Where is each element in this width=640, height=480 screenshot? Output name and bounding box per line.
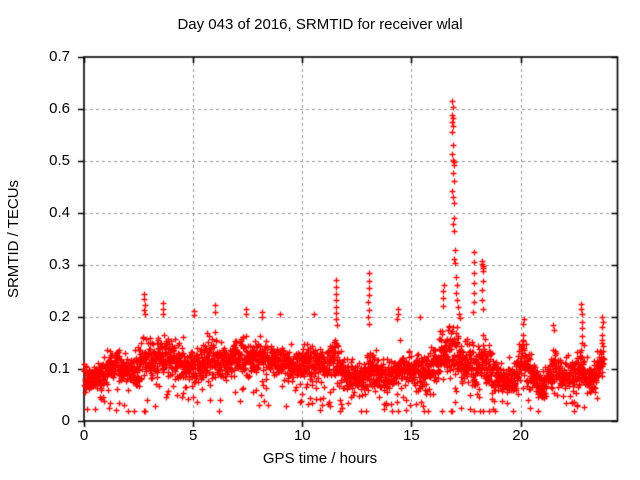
x-tick-label: 0 xyxy=(79,427,89,444)
x-tick-label: 10 xyxy=(293,427,311,444)
x-tick-label: 20 xyxy=(512,427,529,444)
y-tick-label: 0.3 xyxy=(49,256,70,273)
x-tick-label: 5 xyxy=(188,427,198,444)
y-tick-label: 0.6 xyxy=(49,100,70,117)
y-tick-label: 0.7 xyxy=(49,48,70,65)
x-axis-title: GPS time / hours xyxy=(262,450,378,467)
y-tick-label: 0.1 xyxy=(49,360,70,377)
y-tick-label: 0.5 xyxy=(49,152,70,169)
y-tick-label: 0.2 xyxy=(49,308,70,325)
x-tick-label: 15 xyxy=(403,427,420,444)
chart-title: Day 043 of 2016, SRMTID for receiver wla… xyxy=(177,16,463,33)
y-tick-label: 0.4 xyxy=(49,204,70,221)
y-tick-label: 0 xyxy=(61,412,70,429)
